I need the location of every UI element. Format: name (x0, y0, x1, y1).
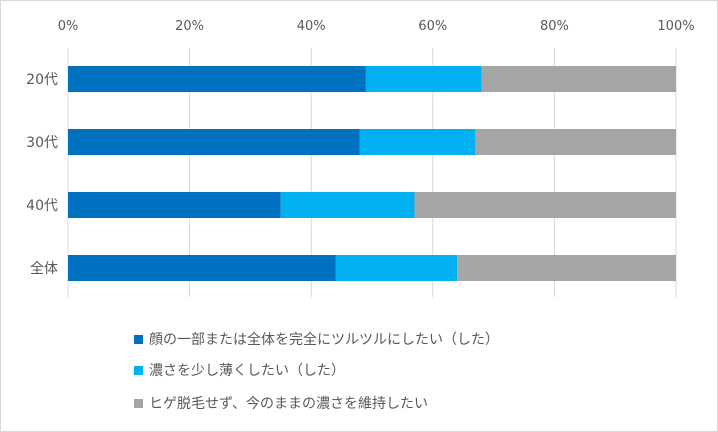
category-label: 全体 (30, 260, 58, 277)
bar-segment (481, 66, 676, 92)
x-tick-label: 40% (297, 19, 326, 34)
bar-segment (335, 255, 458, 281)
x-tick-label: 60% (418, 19, 447, 34)
bar-segment (68, 192, 281, 218)
legend-item-smooth: 顔の一部または全体を完全にツルツルにしたい（した） (134, 329, 499, 349)
legend-swatch-keep (134, 398, 143, 408)
legend-item-thin: 濃さを少し薄くしたい（した） (134, 360, 345, 380)
x-tick-label: 100% (657, 19, 694, 34)
x-tick-label: 0% (58, 19, 79, 34)
x-tick-label: 80% (540, 19, 569, 34)
legend-swatch-smooth (134, 334, 143, 344)
bar-segment (68, 129, 360, 155)
legend-item-keep: ヒゲ脱毛せず、今のままの濃さを維持したい (134, 393, 428, 413)
bar-segment (457, 255, 676, 281)
category-label: 20代 (26, 72, 58, 88)
legend-label-thin: 濃さを少し薄くしたい（した） (149, 363, 345, 379)
legend-swatch-thin (134, 365, 143, 375)
bar-segment (68, 66, 366, 92)
category-label: 30代 (26, 135, 58, 151)
bar-segment (475, 129, 676, 155)
legend-label-smooth: 顔の一部または全体を完全にツルツルにしたい（した） (149, 332, 499, 348)
bar-segment (280, 192, 415, 218)
bar-segment (359, 129, 476, 155)
legend-label-keep: ヒゲ脱毛せず、今のままの濃さを維持したい (149, 396, 429, 412)
bar-segment (68, 255, 336, 281)
x-tick-label: 20% (175, 19, 204, 34)
bar-segment (414, 192, 676, 218)
bar-segment (365, 66, 482, 92)
category-label: 40代 (26, 198, 58, 214)
